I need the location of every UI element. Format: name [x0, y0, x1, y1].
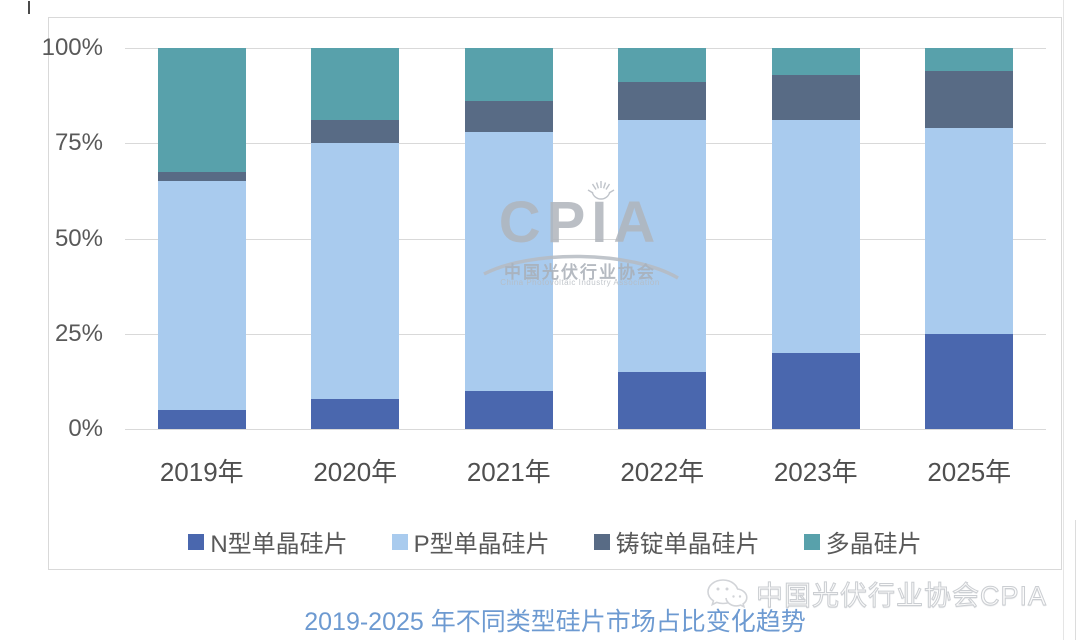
bar-segment: [618, 82, 707, 121]
gridline-50: [125, 238, 1046, 240]
x-tick-label: 2021年: [466, 457, 551, 487]
plot-area: [125, 48, 1046, 430]
x-tick-label: 2023年: [773, 457, 858, 487]
bar-segment: [311, 398, 400, 429]
x-tick-label: 2020年: [313, 457, 398, 487]
legend-swatch-icon: [391, 533, 408, 550]
bar-segment: [925, 128, 1014, 334]
bar-segment: [925, 70, 1014, 129]
bars-container: [125, 48, 1046, 429]
page-right-divider-short: [1075, 520, 1076, 640]
bar-segment: [925, 333, 1014, 429]
bar-segment: [771, 120, 860, 353]
x-tick-label: 2019年: [159, 457, 244, 487]
legend-label: N型单晶硅片: [210, 531, 348, 558]
bar-segment: [157, 181, 246, 410]
stacked-bar: [311, 48, 400, 429]
legend-item: N型单晶硅片: [188, 524, 348, 559]
gridline-75: [125, 143, 1046, 145]
legend: N型单晶硅片 P型单晶硅片 铸锭单晶硅片 多晶硅片: [48, 524, 1062, 559]
bar-column-2025年: [893, 48, 1047, 429]
bar-segment: [464, 101, 553, 132]
x-tick-label: 2022年: [620, 457, 705, 487]
bar-segment: [464, 131, 553, 391]
text-cursor-artifact: [28, 1, 30, 14]
bar-segment: [771, 352, 860, 429]
bar-column-2020年: [279, 48, 433, 429]
y-tick-label: 100%: [41, 34, 103, 61]
legend-swatch-icon: [188, 533, 205, 550]
bar-segment: [618, 371, 707, 429]
bar-column-2019年: [125, 48, 279, 429]
x-tick-label: 2025年: [927, 457, 1012, 487]
y-axis-labels: 100% 75% 50% 25% 0%: [0, 0, 103, 640]
bar-segment: [925, 48, 1014, 71]
legend-item: 铸锭单晶硅片: [593, 524, 760, 559]
stacked-bar: [157, 48, 246, 429]
legend-label: 铸锭单晶硅片: [615, 531, 760, 558]
bar-segment: [157, 409, 246, 429]
stacked-bar: [771, 48, 860, 429]
legend-swatch-icon: [593, 533, 610, 550]
legend-label: 多晶硅片: [825, 531, 922, 558]
y-tick-label: 75%: [54, 129, 103, 157]
y-tick-label: 50%: [54, 224, 103, 252]
page-right-divider: [1063, 0, 1064, 640]
legend-swatch-icon: [803, 533, 820, 550]
legend-label: P型单晶硅片: [413, 531, 550, 558]
gridline-25: [125, 333, 1046, 335]
bar-segment: [464, 48, 553, 102]
legend-item: 多晶硅片: [803, 524, 922, 559]
legend-item: P型单晶硅片: [391, 524, 550, 559]
x-axis-labels: 2019年 2020年 2021年 2022年 2023年 2025年: [125, 452, 1046, 489]
bar-segment: [311, 143, 400, 399]
wechat-icon: [707, 578, 748, 608]
gridline-0: [125, 429, 1046, 430]
bar-segment: [771, 48, 860, 75]
brand-name: 中国光伏行业协会CPIA: [755, 581, 1047, 612]
bar-column-2022年: [586, 48, 740, 429]
y-tick-label: 0%: [68, 415, 103, 442]
bar-segment: [311, 120, 400, 144]
stacked-bar: [925, 48, 1014, 429]
bar-segment: [771, 74, 860, 121]
y-tick-label: 25%: [54, 319, 103, 347]
stacked-bar: [618, 48, 707, 429]
bar-segment: [464, 390, 553, 429]
bar-segment: [157, 171, 246, 182]
bar-column-2023年: [739, 48, 893, 429]
bar-segment: [157, 48, 246, 172]
brand-watermark: 中国光伏行业协会CPIA: [706, 574, 1047, 613]
bar-segment: [618, 120, 707, 372]
bar-column-2021年: [432, 48, 586, 429]
chart-title: 2019-2025 年不同类型硅片市场占比变化趋势: [304, 608, 806, 636]
bar-segment: [311, 48, 400, 121]
stacked-bar: [464, 48, 553, 429]
gridline-100: [125, 48, 1046, 49]
bar-segment: [618, 48, 707, 83]
